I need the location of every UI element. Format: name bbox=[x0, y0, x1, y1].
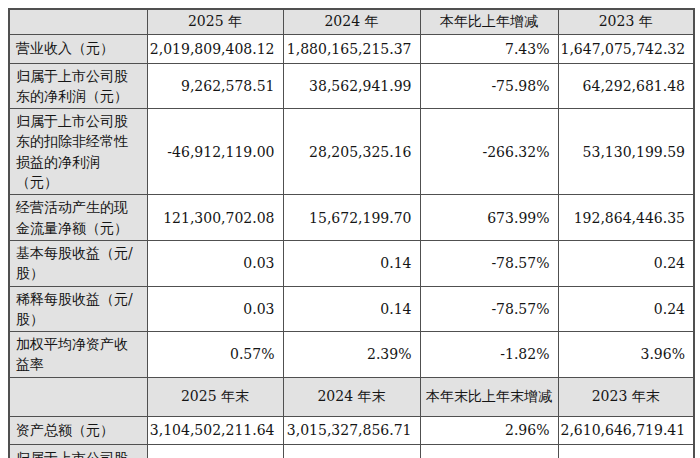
cell-value: 2,019,809,408.12 bbox=[147, 34, 283, 63]
table-row-revenue: 营业收入（元） 2,019,809,408.12 1,880,165,215.3… bbox=[9, 34, 694, 63]
cell-value: -1.82% bbox=[420, 332, 558, 378]
table-row-net-assets: 归属于上市公司股东的净资产（元） 1,649,342,419.94 1,606,… bbox=[9, 444, 694, 458]
table-row-net-profit: 归属于上市公司股东的净利润（元） 9,262,578.51 38,562,941… bbox=[9, 63, 694, 109]
cell-value: 2.64% bbox=[420, 444, 558, 458]
cell-value: 3,015,327,856.71 bbox=[283, 416, 420, 444]
header-row-year-end: 2025 年末 2024 年末 本年末比上年末增减 2023 年末 bbox=[9, 377, 694, 416]
cell-value: 64,292,681.48 bbox=[558, 63, 694, 109]
table-row-diluted-eps: 稀释每股收益（元/股） 0.03 0.14 -78.57% 0.24 bbox=[9, 286, 694, 332]
cell-value: 192,864,446.35 bbox=[558, 195, 694, 241]
header-row-annual: 2025 年 2024 年 本年比上年增减 2023 年 bbox=[9, 9, 694, 34]
cell-value: 1,639,094,066.64 bbox=[558, 444, 694, 458]
row-label: 基本每股收益（元/股） bbox=[9, 240, 147, 286]
cell-value: 1,647,075,742.32 bbox=[558, 34, 694, 63]
col-header-year-end-change: 本年末比上年末增减 bbox=[420, 377, 558, 416]
cell-value: 2.39% bbox=[283, 332, 420, 378]
row-label: 归属于上市公司股东的扣除非经常性损益的净利润（元） bbox=[9, 109, 147, 195]
cell-value: 0.03 bbox=[147, 240, 283, 286]
header-blank-cell bbox=[9, 9, 147, 34]
row-label: 经营活动产生的现金流量净额（元） bbox=[9, 195, 147, 241]
cell-value: 1,880,165,215.37 bbox=[283, 34, 420, 63]
cell-value: 9,262,578.51 bbox=[147, 63, 283, 109]
table-row-net-profit-excl-nonrecurring: 归属于上市公司股东的扣除非经常性损益的净利润（元） -46,912,119.00… bbox=[9, 109, 694, 195]
cell-value: 0.03 bbox=[147, 286, 283, 332]
cell-value: 0.24 bbox=[558, 240, 694, 286]
col-header-2025: 2025 年 bbox=[147, 9, 283, 34]
cell-value: 0.24 bbox=[558, 286, 694, 332]
financial-summary-table: 2025 年 2024 年 本年比上年增减 2023 年 营业收入（元） 2,0… bbox=[8, 8, 695, 458]
col-header-2023: 2023 年 bbox=[558, 9, 694, 34]
row-label: 归属于上市公司股东的净资产（元） bbox=[9, 444, 147, 458]
cell-value: 3,104,502,211.64 bbox=[147, 416, 283, 444]
row-label: 营业收入（元） bbox=[9, 34, 147, 63]
cell-value: 673.99% bbox=[420, 195, 558, 241]
cell-value: -266.32% bbox=[420, 109, 558, 195]
row-label: 稀释每股收益（元/股） bbox=[9, 286, 147, 332]
cell-value: -75.98% bbox=[420, 63, 558, 109]
cell-value: 28,205,325.16 bbox=[283, 109, 420, 195]
header-blank-cell bbox=[9, 377, 147, 416]
table-row-basic-eps: 基本每股收益（元/股） 0.03 0.14 -78.57% 0.24 bbox=[9, 240, 694, 286]
table-row-weighted-avg-roe: 加权平均净资产收益率 0.57% 2.39% -1.82% 3.96% bbox=[9, 332, 694, 378]
cell-value: 15,672,199.70 bbox=[283, 195, 420, 241]
row-label: 加权平均净资产收益率 bbox=[9, 332, 147, 378]
cell-value: 38,562,941.99 bbox=[283, 63, 420, 109]
cell-value: 7.43% bbox=[420, 34, 558, 63]
cell-value: -46,912,119.00 bbox=[147, 109, 283, 195]
cell-value: 1,606,909,658.57 bbox=[283, 444, 420, 458]
row-label: 归属于上市公司股东的净利润（元） bbox=[9, 63, 147, 109]
col-header-2024-year-end: 2024 年末 bbox=[283, 377, 420, 416]
table-row-total-assets: 资产总额（元） 3,104,502,211.64 3,015,327,856.7… bbox=[9, 416, 694, 444]
col-header-2025-year-end: 2025 年末 bbox=[147, 377, 283, 416]
col-header-2024: 2024 年 bbox=[283, 9, 420, 34]
cell-value: 3.96% bbox=[558, 332, 694, 378]
financial-report-page: 2025 年 2024 年 本年比上年增减 2023 年 营业收入（元） 2,0… bbox=[0, 0, 700, 458]
cell-value: -78.57% bbox=[420, 286, 558, 332]
cell-value: 2.96% bbox=[420, 416, 558, 444]
cell-value: 121,300,702.08 bbox=[147, 195, 283, 241]
cell-value: 0.14 bbox=[283, 240, 420, 286]
cell-value: -78.57% bbox=[420, 240, 558, 286]
cell-value: 1,649,342,419.94 bbox=[147, 444, 283, 458]
cell-value: 2,610,646,719.41 bbox=[558, 416, 694, 444]
cell-value: 53,130,199.59 bbox=[558, 109, 694, 195]
col-header-2023-year-end: 2023 年末 bbox=[558, 377, 694, 416]
cell-value: 0.57% bbox=[147, 332, 283, 378]
col-header-yoy-change: 本年比上年增减 bbox=[420, 9, 558, 34]
cell-value: 0.14 bbox=[283, 286, 420, 332]
table-row-operating-cash-flow: 经营活动产生的现金流量净额（元） 121,300,702.08 15,672,1… bbox=[9, 195, 694, 241]
row-label: 资产总额（元） bbox=[9, 416, 147, 444]
